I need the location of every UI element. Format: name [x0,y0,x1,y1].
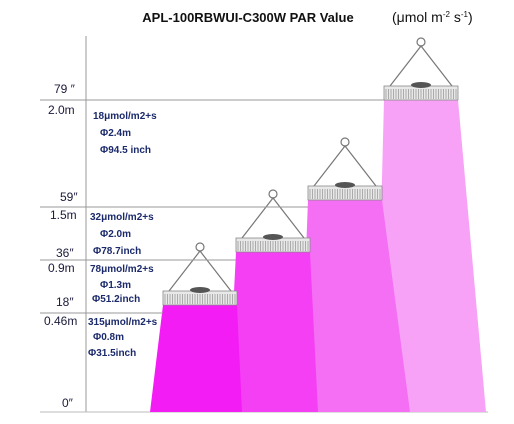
unit-part: s [450,9,461,25]
hook [195,242,205,252]
unit-part: -1 [461,10,469,19]
light-cone [376,100,486,412]
height-inch: 18″ [56,295,74,309]
hanger [168,250,232,292]
info-diameter-m: Φ0.8m [93,332,124,343]
info-diameter-inch: Φ78.7inch [93,246,141,257]
info-par: 78μmol/m2+s [90,264,154,275]
height-inch: 59″ [60,190,78,204]
unit-part: ) [468,9,473,25]
lamp-driver [190,287,210,293]
info-diameter-inch: Φ94.5 inch [100,145,151,156]
hook [416,37,426,47]
light-cone [228,252,318,412]
lamp-driver [263,234,283,240]
lamp-driver [411,82,431,88]
info-diameter-m: Φ1.3m [100,280,131,291]
height-meter: 0.46m [44,314,77,328]
info-diameter-inch: Φ51.2inch [92,294,140,305]
height-meter: 2.0m [48,103,75,117]
info-diameter-inch: Φ31.5inch [88,348,136,359]
height-meter: 1.5m [50,208,77,222]
height-meter: 0.9m [48,261,75,275]
info-diameter-m: Φ2.4m [100,128,131,139]
unit: (μmol m-2 s-1) [392,9,473,25]
info-par: 18μmol/m2+s [93,111,157,122]
hanger [241,197,305,239]
height-inch: 36″ [56,246,74,260]
light-cone [150,305,242,412]
title: APL-100RBWUI-C300W PAR Value [142,10,353,25]
hanger [389,45,453,87]
info-par: 32μmol/m2+s [90,212,154,223]
height-inch: 79 ″ [54,82,76,96]
hanger [313,145,377,187]
hook [340,137,350,147]
light-cone [300,200,410,412]
unit-part: (μmol m [392,9,443,25]
hook [268,189,278,199]
info-diameter-m: Φ2.0m [100,229,131,240]
unit-part: -2 [443,10,451,19]
lamp-driver [335,182,355,188]
info-par: 315μmol/m2+s [88,317,158,328]
floor-label: 0″ [62,396,74,410]
